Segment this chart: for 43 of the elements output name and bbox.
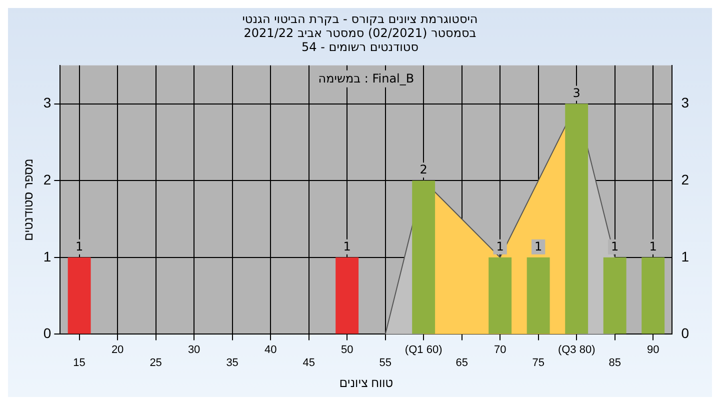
x-tick-label: (Q1 60) xyxy=(404,344,442,356)
annotation: במשימה : Final_B xyxy=(318,72,414,86)
y2-tick-label: 2 xyxy=(681,171,690,188)
x-tick-label: 70 xyxy=(494,344,506,356)
data-label: 1 xyxy=(534,240,542,254)
chart-subtitle: בסמסטר (02/2021) סמסטר אביב 2021/22 סטודנטים רשומים - 54 xyxy=(242,26,478,54)
x-tick-label: 50 xyxy=(340,344,354,356)
y2-tick-label: 0 xyxy=(681,325,690,342)
y-tick-label: 3 xyxy=(43,94,52,111)
x-tick-label: 75 xyxy=(532,357,544,370)
x-tick-label: 85 xyxy=(608,357,621,370)
data-label: 1 xyxy=(343,240,351,254)
bar xyxy=(488,257,512,334)
data-label: 3 xyxy=(572,86,580,100)
x-tick-label: 90 xyxy=(646,344,660,356)
x-tick-label: 35 xyxy=(226,357,238,370)
data-label: 1 xyxy=(496,240,504,254)
y-tick-label: 0 xyxy=(43,325,52,342)
x-tick-label: 65 xyxy=(456,357,468,370)
data-label: 1 xyxy=(649,240,657,254)
x-tick-label: 30 xyxy=(188,344,200,356)
bar xyxy=(603,257,626,334)
x-tick-label: 20 xyxy=(111,344,124,356)
bar xyxy=(336,257,359,334)
bar xyxy=(526,257,550,334)
data-label: 2 xyxy=(420,162,428,177)
data-label: 1 xyxy=(611,240,619,254)
y-axis-title: מספר סטודנטים xyxy=(22,158,36,241)
x-tick-label: 40 xyxy=(264,344,277,356)
x-tick-label: (Q3 80) xyxy=(558,344,596,356)
y2-tick-label: 3 xyxy=(681,94,690,111)
x-tick-label: 25 xyxy=(150,357,162,370)
y-tick-label: 2 xyxy=(43,171,52,188)
y2-tick-label: 1 xyxy=(681,248,690,264)
bar xyxy=(68,257,91,334)
bar xyxy=(642,257,665,334)
x-axis-title: טווח ציונים xyxy=(339,376,394,390)
x-tick-label: 55 xyxy=(379,357,392,370)
chart-title: היסטוגרמת ציונים בקורס - בקרת הביטוי הגנטי xyxy=(241,12,479,26)
x-tick-label: 15 xyxy=(73,357,86,370)
y-tick-label: 1 xyxy=(43,248,52,264)
x-tick-label: 45 xyxy=(302,357,315,370)
data-label: 1 xyxy=(75,240,84,254)
